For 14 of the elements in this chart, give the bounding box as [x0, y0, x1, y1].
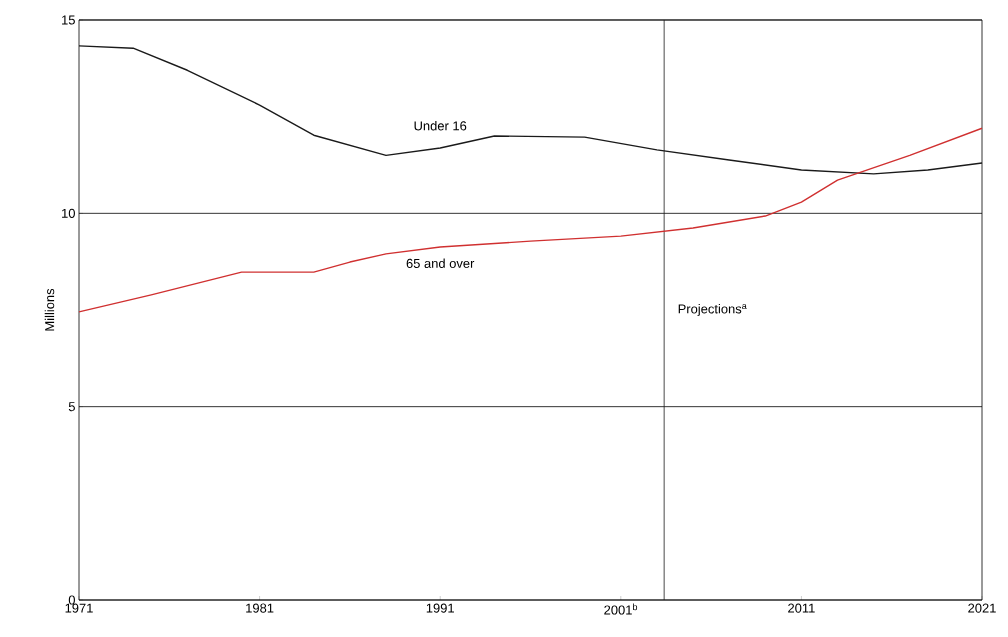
- y-tick-label: 5: [68, 402, 75, 412]
- x-tick-label: 1971: [65, 603, 93, 613]
- series-label: Under 16: [414, 120, 467, 131]
- x-tick-label: 2001$^{b}$: [604, 603, 638, 615]
- x-tick-label: 1991: [426, 603, 454, 613]
- x-tick-label: 2021: [968, 603, 996, 613]
- y-tick-label: 0: [68, 595, 75, 605]
- x-tick-label: 2011: [788, 603, 815, 613]
- series-label: 65 and over: [406, 258, 475, 268]
- ref-line-label: Projections$^{a}$: [678, 303, 747, 317]
- x-tick-label: 1981: [246, 603, 274, 613]
- y-tick-label: 10: [62, 208, 75, 218]
- y-axis-title: Millions: [44, 288, 55, 331]
- y-tick-label: 15: [62, 15, 75, 25]
